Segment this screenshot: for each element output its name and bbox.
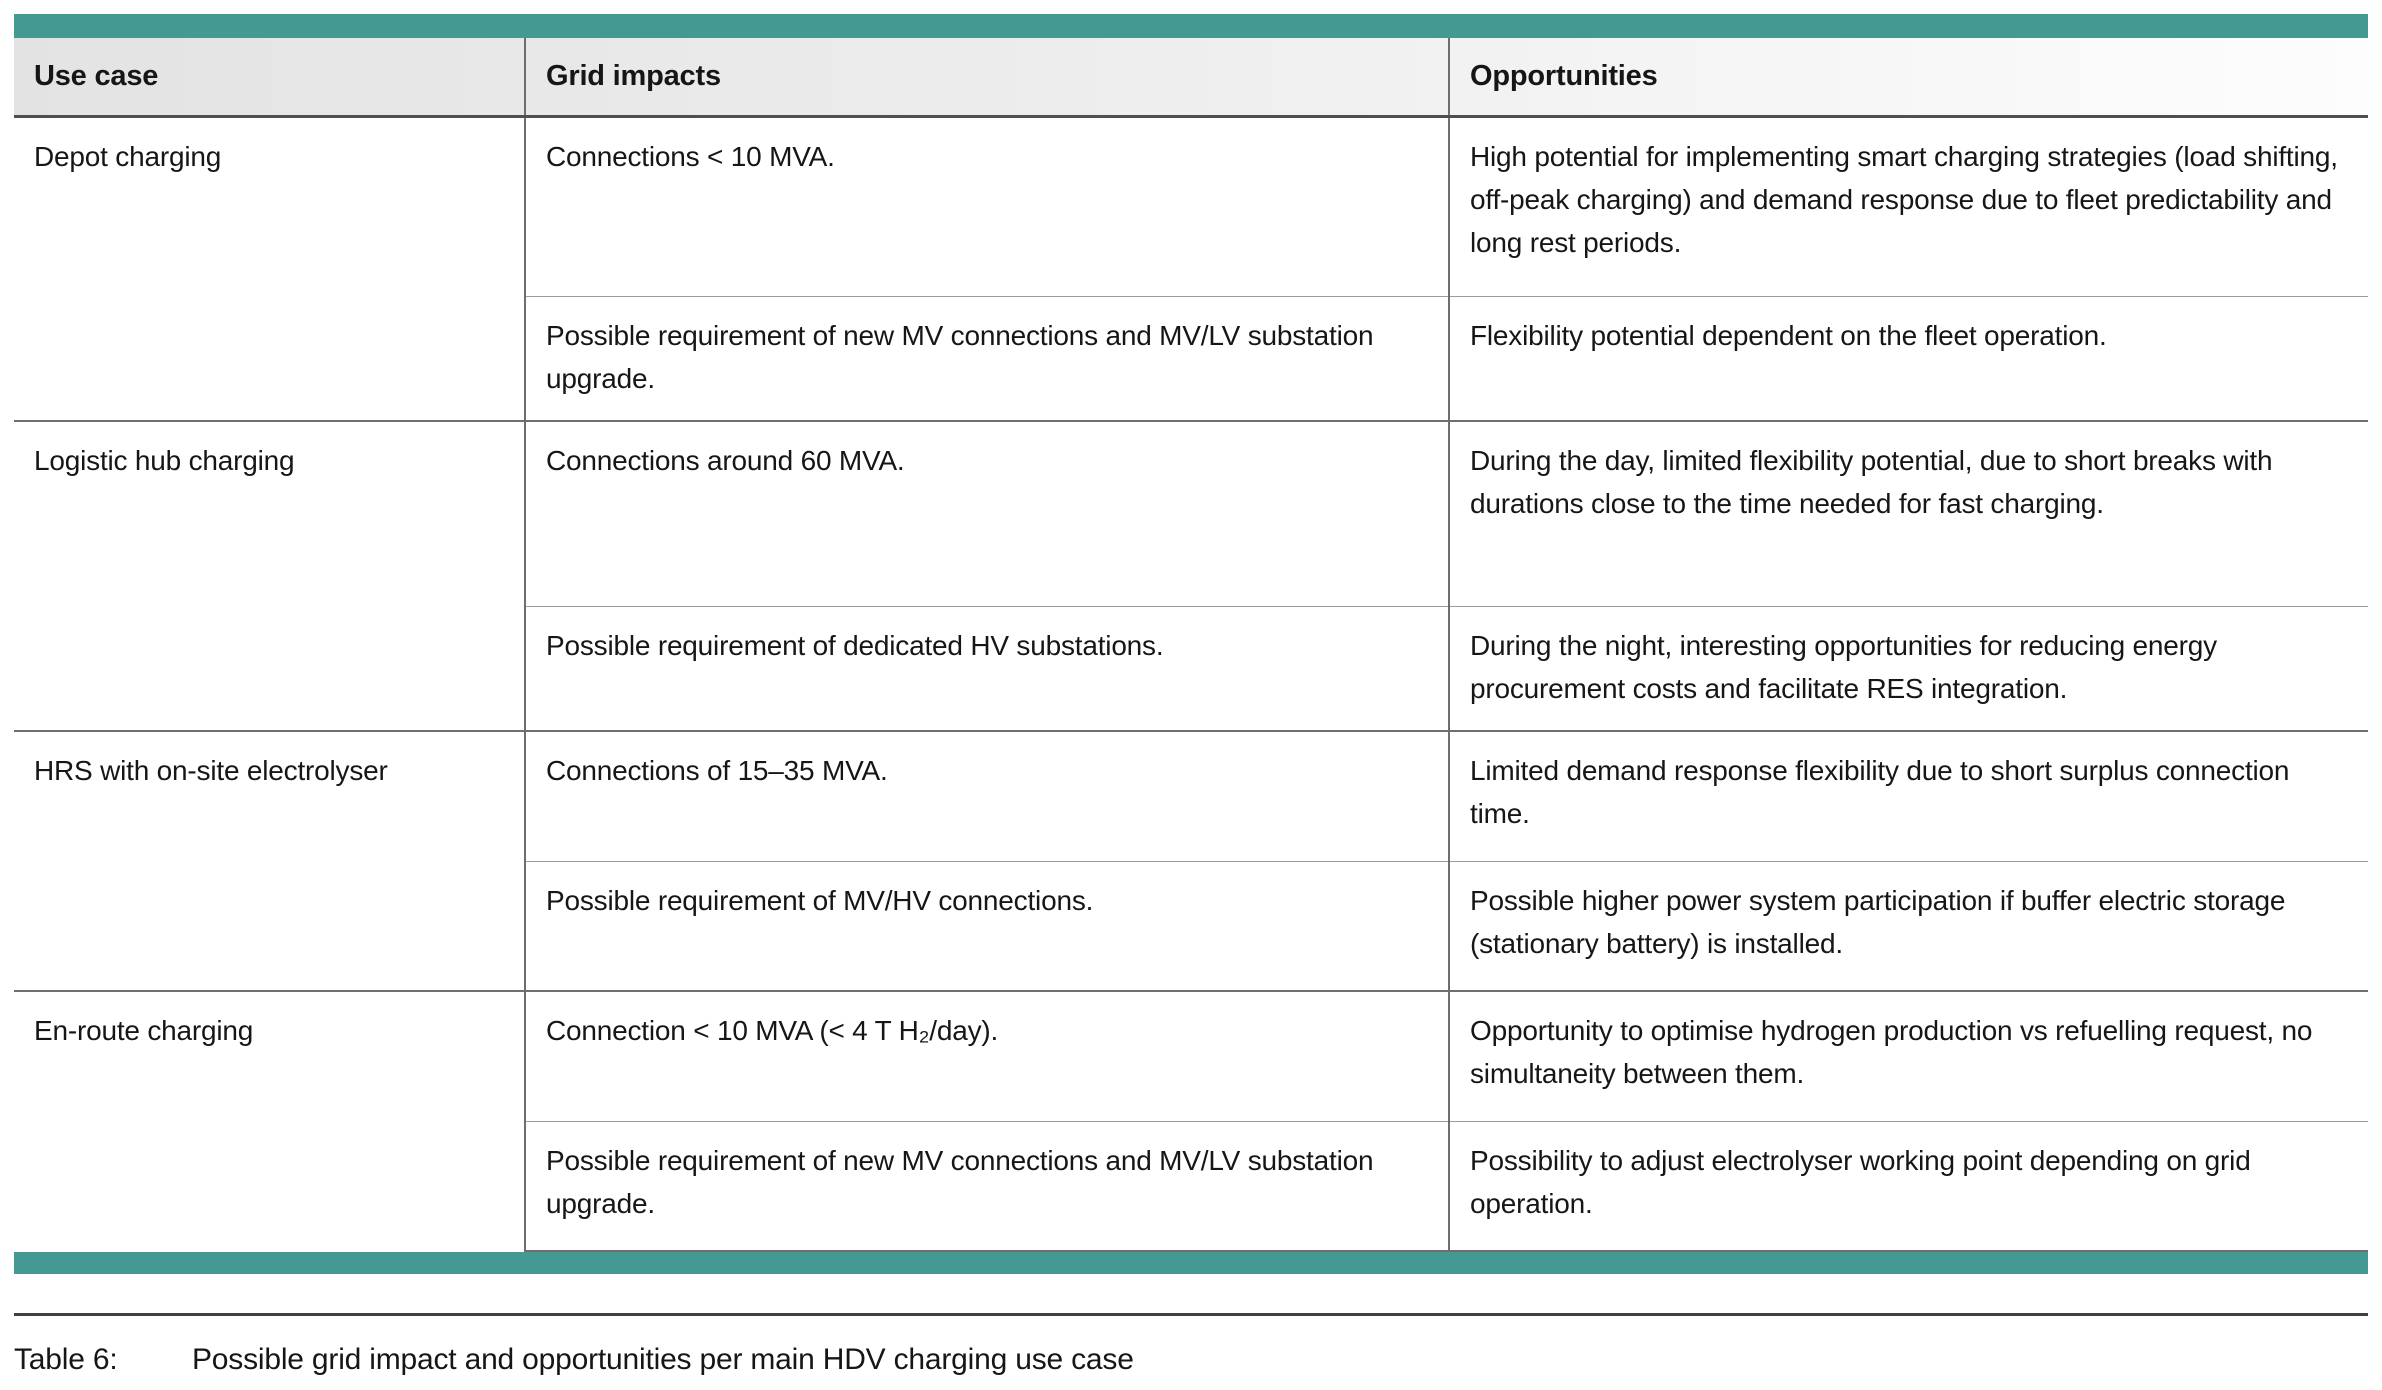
opportunity-cell: Flexibility potential dependent on the f… — [1448, 295, 2368, 421]
table-caption-text: Possible grid impact and opportunities p… — [192, 1342, 1134, 1376]
grid-impact-cell: Connection < 10 MVA (< 4 T H₂/day). — [524, 990, 1449, 1121]
grid-impact-cell: Possible requirement of dedicated HV sub… — [524, 605, 1449, 731]
table-row: Possible requirement of MV/HV connection… — [14, 860, 2368, 991]
column-header-opportunities: Opportunities — [1448, 38, 2368, 118]
table-row: Possible requirement of new MV connectio… — [14, 295, 2368, 421]
grid-impacts-table: Use case Grid impacts Opportunities Depo… — [14, 38, 2368, 1252]
opportunity-cell: Possibility to adjust electrolyser worki… — [1448, 1120, 2368, 1252]
table-caption-label: Table 6: — [14, 1342, 118, 1376]
grid-impact-cell: Connections < 10 MVA. — [524, 115, 1449, 296]
opportunity-cell: Limited demand response flexibility due … — [1448, 730, 2368, 861]
table-row: Depot charging Connections < 10 MVA. Hig… — [14, 115, 2368, 421]
table-row: En-route charging Connection < 10 MVA (<… — [14, 990, 2368, 1251]
table-row: Possible requirement of new MV connectio… — [14, 1120, 2368, 1252]
grid-impact-cell: Possible requirement of MV/HV connection… — [524, 860, 1449, 991]
table-bottom-accent-bar — [14, 1252, 2368, 1274]
use-case-cell: Logistic hub charging — [14, 420, 525, 731]
use-case-cell: En-route charging — [14, 990, 525, 1251]
grid-impact-cell: Connections around 60 MVA. — [524, 420, 1449, 606]
caption-divider-rule — [14, 1313, 2368, 1316]
use-case-cell: Depot charging — [14, 115, 525, 421]
opportunity-cell: During the night, interesting opportunit… — [1448, 605, 2368, 731]
column-header-grid-impacts: Grid impacts — [524, 38, 1449, 118]
table-row: HRS with on-site electrolyser Connection… — [14, 730, 2368, 991]
column-header-use-case: Use case — [14, 38, 525, 118]
table-row: Possible requirement of dedicated HV sub… — [14, 605, 2368, 731]
grid-impact-cell: Possible requirement of new MV connectio… — [524, 1120, 1449, 1252]
grid-impact-cell: Possible requirement of new MV connectio… — [524, 295, 1449, 421]
table-header-row: Use case Grid impacts Opportunities — [14, 38, 2368, 118]
grid-impact-cell: Connections of 15–35 MVA. — [524, 730, 1449, 861]
opportunity-cell: During the day, limited flexibility pote… — [1448, 420, 2368, 606]
table-row: Logistic hub charging Connections around… — [14, 420, 2368, 731]
table-caption: Table 6: Possible grid impact and opportu… — [14, 1343, 2368, 1377]
use-case-cell: HRS with on-site electrolyser — [14, 730, 525, 991]
table-top-accent-bar — [14, 14, 2368, 38]
opportunity-cell: Opportunity to optimise hydrogen product… — [1448, 990, 2368, 1121]
opportunity-cell: High potential for implementing smart ch… — [1448, 115, 2368, 296]
opportunity-cell: Possible higher power system participati… — [1448, 860, 2368, 991]
